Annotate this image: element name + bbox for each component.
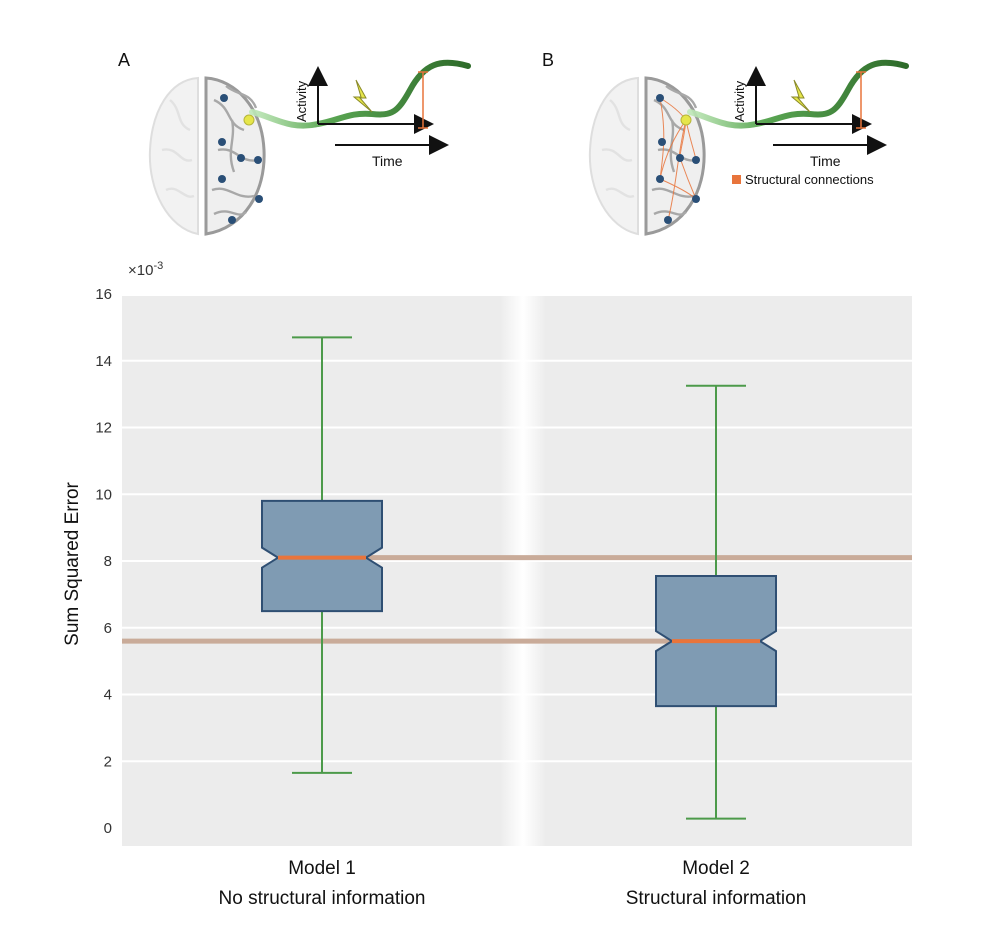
brain-node: [228, 216, 236, 224]
panel-a: A Activity Time: [118, 50, 471, 236]
brain-node: [254, 156, 262, 164]
y-tick-label: 12: [95, 420, 112, 437]
brain-node: [218, 175, 226, 183]
y-tick-label: 4: [104, 687, 112, 704]
x-category-label-line1: Model 1: [288, 858, 356, 879]
activity-label-a: Activity: [294, 80, 309, 122]
activity-signal: [249, 59, 471, 129]
legend-swatch: [732, 175, 741, 184]
lightning-icon: [352, 79, 373, 113]
error-bar-icon: [856, 71, 866, 129]
panel-b-letter: B: [542, 50, 554, 70]
brain-node: [237, 154, 245, 162]
brain-node: [656, 175, 664, 183]
y-tick-label: 2: [104, 753, 112, 770]
boxplot: 0 2 4 6 8 10 12 14 16 Model 1 No structural infor…: [62, 260, 912, 909]
y-tick-label: 14: [95, 353, 112, 370]
y-axis-label: Sum Squared Error: [62, 481, 83, 645]
brain-node: [692, 156, 700, 164]
panel-a-letter: A: [118, 50, 130, 70]
brain-highlight-node: [680, 114, 692, 126]
y-tick-label: 0: [104, 820, 112, 837]
brain-node: [255, 195, 263, 203]
brain-illustration-a: [148, 76, 266, 236]
y-tick-label: 10: [95, 486, 112, 503]
time-label-b: Time: [810, 153, 841, 169]
box-2: [655, 384, 777, 820]
brain-highlight-node: [243, 114, 255, 126]
lightning-icon: [790, 79, 811, 113]
brain-node: [676, 154, 684, 162]
y-tick-label: 6: [104, 620, 112, 637]
error-bar-icon: [418, 71, 428, 129]
y-tick-label: 16: [95, 286, 112, 303]
box-1: [261, 336, 383, 774]
brain-node: [220, 94, 228, 102]
activity-label-b: Activity: [732, 80, 747, 122]
x-category-label-line2: No structural information: [219, 888, 426, 909]
brain-illustration-b: [588, 76, 706, 236]
legend-structural-connections: Structural connections: [745, 172, 874, 187]
time-label-a: Time: [372, 153, 403, 169]
brain-node: [658, 138, 666, 146]
x-category-label-line1: Model 2: [682, 858, 750, 879]
panel-b: B: [542, 50, 909, 236]
brain-node: [656, 94, 664, 102]
brain-node: [664, 216, 672, 224]
panel-separator: [500, 296, 546, 846]
activity-signal: [687, 59, 909, 129]
brain-node: [218, 138, 226, 146]
brain-node: [692, 195, 700, 203]
y-tick-label: 8: [104, 553, 112, 570]
x-category-label-line2: Structural information: [626, 888, 807, 909]
y-exponent-label: ×10-3: [128, 260, 163, 279]
